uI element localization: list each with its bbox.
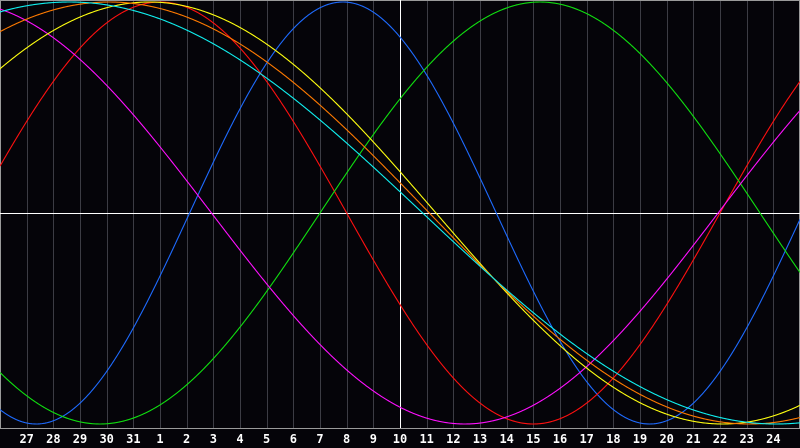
x-tick-label: 17: [579, 432, 593, 446]
x-tick-label: 19: [633, 432, 647, 446]
x-tick-label: 14: [499, 432, 513, 446]
x-tick-label: 28: [46, 432, 60, 446]
x-tick-label: 3: [210, 432, 217, 446]
x-tick-label: 8: [343, 432, 350, 446]
x-tick-label: 29: [73, 432, 87, 446]
x-tick-label: 6: [290, 432, 297, 446]
x-tick-label: 16: [553, 432, 567, 446]
x-tick-label: 2: [183, 432, 190, 446]
series-line-23-day: [0, 1, 800, 425]
x-tick-label: 30: [99, 432, 113, 446]
series-line-43-day: [0, 1, 800, 425]
x-tick-label: 27: [19, 432, 33, 446]
x-tick-label: 22: [713, 432, 727, 446]
series-line-33-day: [0, 1, 800, 425]
x-tick-label: 21: [686, 432, 700, 446]
x-tick-label: 31: [126, 432, 140, 446]
series-line-28-day: [0, 1, 800, 425]
x-tick-label: 24: [766, 432, 780, 446]
x-tick-label: 1: [156, 432, 163, 446]
x-tick-label: 7: [316, 432, 323, 446]
x-tick-label: 10: [393, 432, 407, 446]
x-tick-label: 11: [419, 432, 433, 446]
x-tick-label: 15: [526, 432, 540, 446]
x-tick-label: 9: [370, 432, 377, 446]
series-line-53-day: [0, 1, 800, 425]
series-line-38-day: [0, 8, 800, 425]
x-tick-label: 13: [473, 432, 487, 446]
x-tick-label: 4: [236, 432, 243, 446]
x-tick-label: 23: [739, 432, 753, 446]
x-tick-label: 20: [659, 432, 673, 446]
x-tick-label: 5: [263, 432, 270, 446]
series-line-48-day: [0, 1, 800, 425]
x-tick-label: 18: [606, 432, 620, 446]
x-tick-label: 12: [446, 432, 460, 446]
